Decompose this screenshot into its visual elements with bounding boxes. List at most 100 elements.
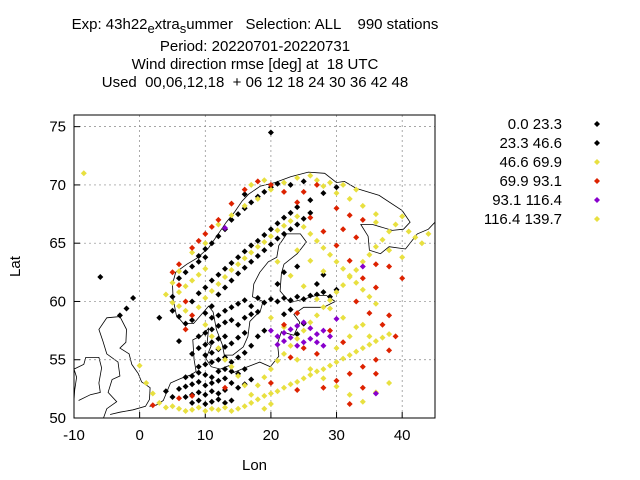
station-point — [281, 321, 287, 328]
station-point — [372, 370, 379, 377]
legend-marker — [594, 197, 600, 203]
station-point — [346, 212, 353, 219]
station-point — [327, 179, 333, 186]
station-point — [274, 258, 281, 265]
station-point — [228, 200, 235, 207]
station-point — [176, 385, 182, 392]
station-point — [169, 293, 176, 300]
station-point — [241, 349, 248, 356]
station-point — [313, 296, 320, 303]
station-point — [333, 258, 340, 265]
station-point — [340, 226, 347, 233]
x-axis-label: Lon — [242, 457, 267, 474]
station-point — [248, 303, 255, 310]
station-point — [208, 349, 215, 356]
station-point — [123, 305, 130, 312]
station-point — [254, 308, 261, 315]
station-point — [189, 373, 196, 379]
station-point — [241, 314, 248, 321]
station-point — [281, 222, 287, 229]
station-point — [208, 277, 215, 284]
station-point — [241, 329, 248, 336]
station-point — [281, 384, 287, 391]
station-point — [195, 378, 202, 385]
station-point — [228, 340, 235, 347]
station-point — [215, 271, 222, 278]
station-point — [176, 268, 182, 275]
station-point — [261, 232, 268, 238]
station-point — [248, 342, 255, 349]
station-point — [294, 263, 301, 270]
station-point — [274, 227, 281, 234]
station-point — [189, 392, 196, 399]
station-point — [353, 234, 360, 241]
station-point — [313, 368, 320, 375]
station-point — [307, 214, 314, 221]
station-point — [300, 283, 307, 290]
station-point — [267, 366, 274, 373]
x-tick-label: 20 — [263, 427, 280, 444]
station-point — [261, 374, 268, 381]
station-point — [327, 297, 333, 304]
station-point — [222, 319, 228, 326]
station-point — [353, 324, 360, 331]
station-point — [182, 374, 189, 381]
station-point — [235, 321, 242, 328]
station-point — [182, 298, 189, 305]
grid-lines — [74, 115, 435, 418]
station-point — [228, 368, 235, 375]
station-point — [313, 237, 320, 244]
station-point — [300, 215, 307, 222]
station-point — [235, 384, 242, 391]
station-point — [307, 209, 314, 216]
station-point — [189, 350, 196, 357]
station-point — [182, 394, 189, 400]
station-point — [228, 260, 235, 266]
station-point — [399, 254, 406, 261]
station-point — [274, 357, 281, 364]
header-period: Period: 20220701-20220731 — [159, 38, 351, 55]
station-point — [320, 384, 327, 391]
station-point — [254, 333, 261, 340]
station-point — [241, 403, 248, 410]
station-point — [189, 312, 196, 319]
station-point — [176, 405, 182, 412]
station-point — [353, 279, 360, 286]
station-point — [333, 205, 340, 212]
station-point — [228, 363, 235, 370]
header-subscript-s: s — [179, 21, 187, 36]
station-point — [287, 326, 294, 333]
station-point — [195, 404, 202, 411]
station-point — [267, 314, 274, 321]
station-point — [294, 174, 301, 181]
station-point — [241, 382, 248, 389]
station-point — [386, 263, 393, 270]
station-point — [202, 310, 209, 317]
station-point — [202, 295, 209, 301]
station-point — [281, 311, 287, 318]
station-point — [254, 195, 261, 202]
station-point — [202, 371, 209, 378]
station-point — [254, 382, 261, 389]
station-point — [80, 170, 87, 177]
station-point — [261, 299, 268, 306]
station-point — [320, 228, 327, 235]
station-point — [136, 362, 143, 369]
station-point — [182, 383, 189, 390]
station-point — [359, 321, 366, 328]
station-point — [182, 408, 189, 414]
station-point — [274, 235, 281, 242]
station-point — [235, 334, 242, 341]
station-point — [248, 242, 255, 249]
station-point — [281, 350, 287, 357]
station-point — [261, 177, 268, 184]
station-point — [195, 271, 202, 278]
header-experiment-mid: xtra — [154, 16, 180, 33]
station-point — [274, 281, 281, 287]
station-point — [176, 338, 182, 345]
station-point — [208, 405, 215, 412]
station-point — [228, 317, 235, 324]
station-point — [287, 218, 294, 224]
station-point — [235, 405, 242, 412]
station-point — [208, 240, 215, 247]
